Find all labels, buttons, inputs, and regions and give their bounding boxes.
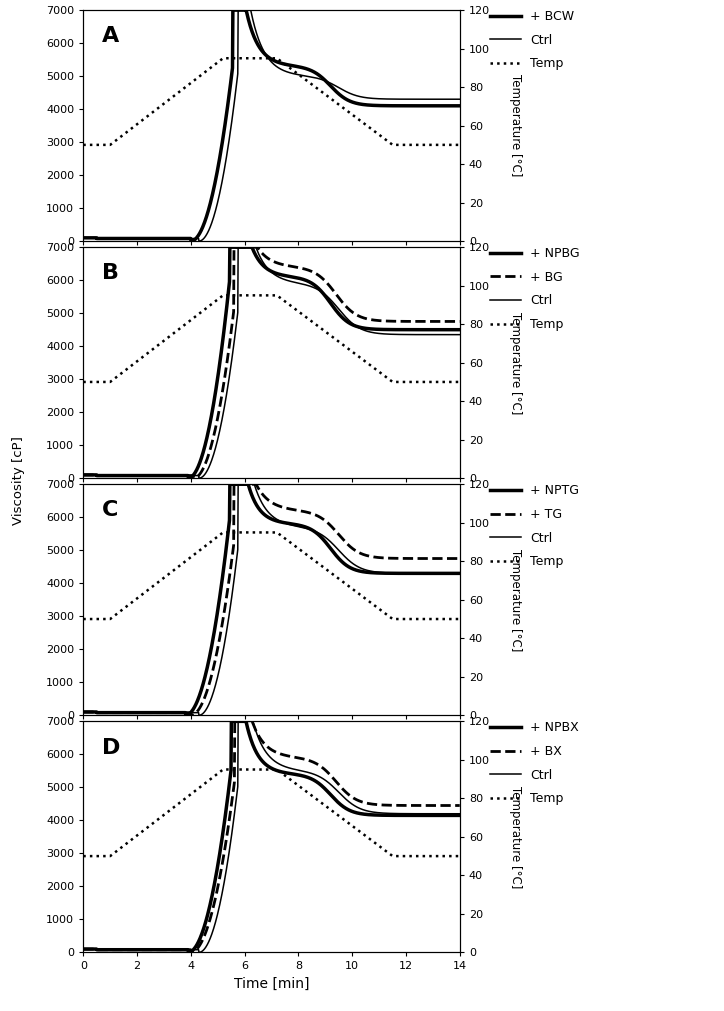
Text: Viscosity [cP]: Viscosity [cP] xyxy=(12,436,25,525)
Text: D: D xyxy=(102,737,120,757)
Text: B: B xyxy=(102,263,119,283)
Legend: + BCW, Ctrl, Temp: + BCW, Ctrl, Temp xyxy=(490,10,574,71)
Text: A: A xyxy=(102,26,119,47)
Y-axis label: Temperature [°C]: Temperature [°C] xyxy=(510,549,522,651)
Y-axis label: Temperature [°C]: Temperature [°C] xyxy=(510,786,522,888)
Legend: + NPTG, + TG, Ctrl, Temp: + NPTG, + TG, Ctrl, Temp xyxy=(490,484,579,568)
X-axis label: Time [min]: Time [min] xyxy=(234,977,309,991)
Y-axis label: Temperature [°C]: Temperature [°C] xyxy=(510,311,522,413)
Y-axis label: Temperature [°C]: Temperature [°C] xyxy=(510,75,522,177)
Legend: + NPBX, + BX, Ctrl, Temp: + NPBX, + BX, Ctrl, Temp xyxy=(490,722,578,805)
Text: C: C xyxy=(102,500,119,521)
Legend: + NPBG, + BG, Ctrl, Temp: + NPBG, + BG, Ctrl, Temp xyxy=(490,247,579,331)
